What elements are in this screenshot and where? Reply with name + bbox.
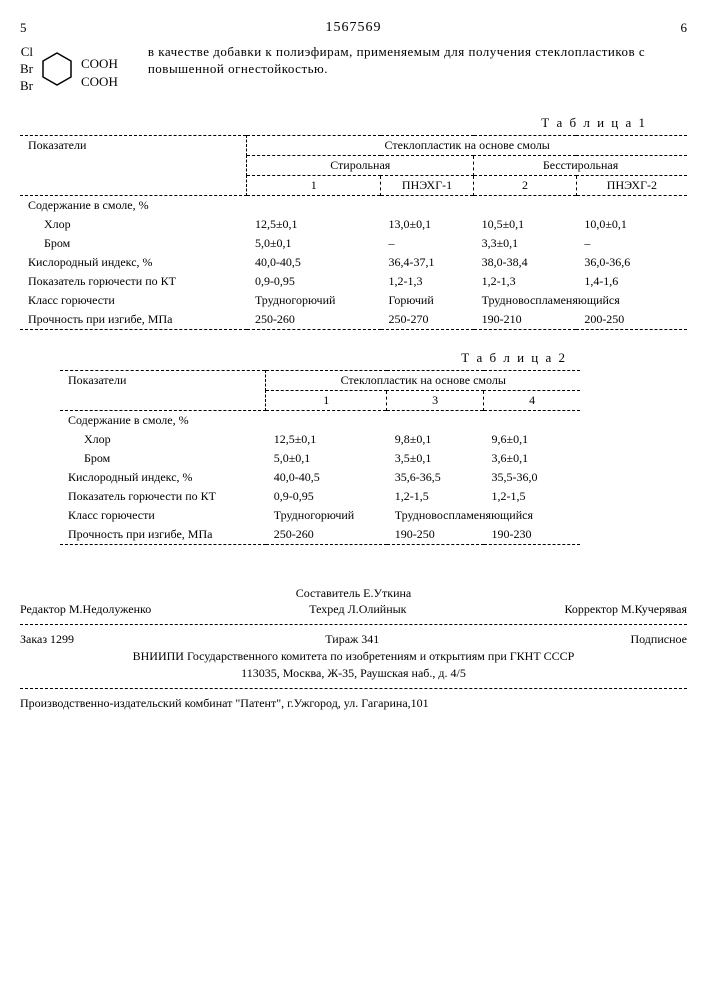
footer-prod: Производственно-издательский комбинат "П… [20,695,687,712]
footer-order: Заказ 1299 [20,631,74,648]
t1-h-styrene: Стирольная [247,155,474,175]
t1-h-nostyrene: Бесстирольная [474,155,687,175]
chem-structure: Cl Br Br COOH COOH [20,44,118,95]
footer-tirazh: Тираж 341 [325,631,379,648]
t1-h-c1: 1 [247,175,381,195]
patent-number: 1567569 [326,20,382,36]
chem-cooh1: COOH [81,55,118,73]
chem-br1: Br [20,61,33,78]
t1-h-pokaz: Показатели [20,135,247,195]
t1-h-c4: ПНЭХГ-2 [576,175,687,195]
table2-caption: Т а б л и ц а 2 [20,350,687,366]
col-num-left: 5 [20,20,27,36]
footer-addr: 113035, Москва, Ж-35, Раушская наб., д. … [20,665,687,682]
table-row: Кислородный индекс, % 40,0-40,536,4-37,1… [20,253,687,272]
body-paragraph: в качестве добавки к полиэфирам, применя… [148,44,687,95]
t2-h-c3: 3 [387,390,484,410]
table-2: Показатели Стеклопластик на основе смолы… [60,370,580,545]
footer: Составитель Е.Уткина Редактор М.Недолуже… [20,585,687,712]
t2-h-pokaz: Показатели [60,370,266,410]
footer-corrector: Корректор М.Кучерявая [565,601,688,618]
t1-h-c3: 2 [474,175,577,195]
table-row: Бром 5,0±0,1– 3,3±0,1– [20,234,687,253]
t2-h-resin: Стеклопластик на основе смолы [266,370,581,390]
page-header: 5 1567569 6 [20,20,687,36]
footer-subscribe: Подписное [630,631,687,648]
footer-compiler: Составитель Е.Уткина [20,585,687,602]
footer-org: ВНИИПИ Государственного комитета по изоб… [20,648,687,665]
table-row: Хлор 12,5±0,19,8±0,19,6±0,1 [60,430,580,449]
t1-h-resin: Стеклопластик на основе смолы [247,135,687,155]
table-row: Класс горючести Трудногорючий Трудновосп… [60,506,580,525]
table-row: Показатель горючести по КТ 0,9-0,951,2-1… [60,487,580,506]
table1-caption: Т а б л и ц а 1 [20,115,687,131]
table-row: Содержание в смоле, % [60,410,580,430]
t2-h-c4: 4 [484,390,581,410]
table-row: Бром 5,0±0,13,5±0,13,6±0,1 [60,449,580,468]
chem-cl: Cl [21,44,33,61]
footer-tech: Техред Л.Олийнык [309,601,406,618]
top-content: Cl Br Br COOH COOH в качестве добавки к … [20,44,687,95]
table-row: Кислородный индекс, % 40,0-40,535,6-36,5… [60,468,580,487]
table-row: Прочность при изгибе, МПа 250-260190-250… [60,525,580,545]
t2-h-c1: 1 [266,390,387,410]
col-num-right: 6 [681,20,688,36]
table-row: Класс горючести ТрудногорючийГорючий Тру… [20,291,687,310]
benzene-ring-icon [37,49,77,89]
table-row: Хлор 12,5±0,113,0±0,1 10,5±0,110,0±0,1 [20,215,687,234]
table-1: Показатели Стеклопластик на основе смолы… [20,135,687,330]
footer-editor: Редактор М.Недолуженко [20,601,151,618]
table-row: Показатель горючести по КТ 0,9-0,951,2-1… [20,272,687,291]
table-row: Прочность при изгибе, МПа 250-260250-270… [20,310,687,330]
chem-br2: Br [20,78,33,95]
table-row: Содержание в смоле, % [20,195,687,215]
chem-cooh2: COOH [81,73,118,91]
t1-h-c2: ПНЭХГ-1 [381,175,474,195]
